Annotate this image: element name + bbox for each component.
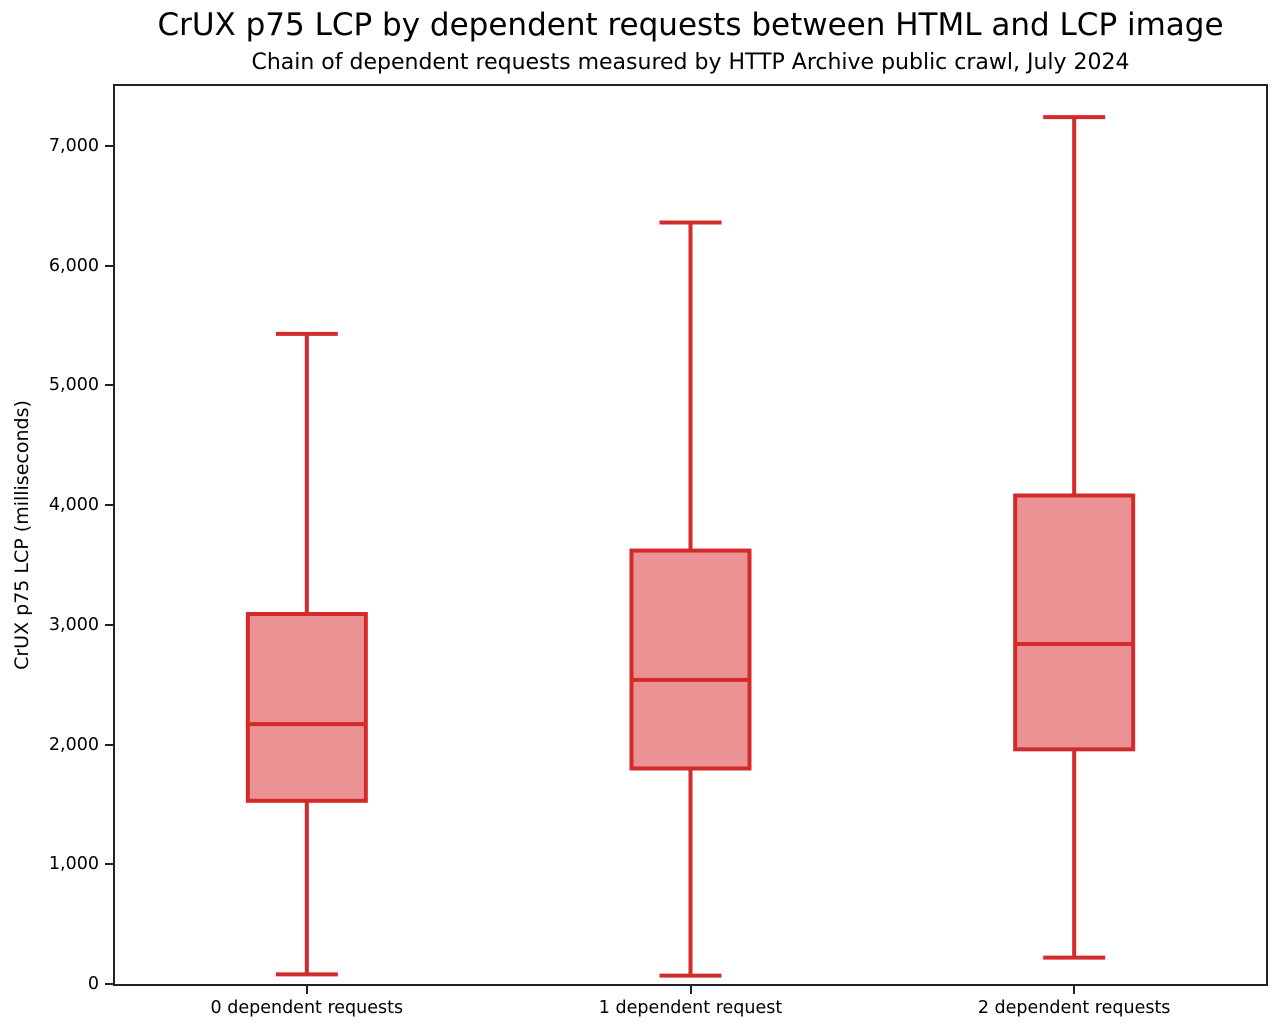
y-tick-mark [105,384,113,387]
y-tick-mark [105,863,113,866]
iqr-box [245,612,368,803]
x-tick-label: 2 dependent requests [977,998,1171,1018]
x-tick-mark [305,986,308,994]
y-tick-mark [105,623,113,626]
y-tick-mark [105,504,113,507]
chart-subtitle: Chain of dependent requests measured by … [251,50,1130,75]
y-tick-label: 1,000 [48,854,99,875]
x-tick-mark [1073,986,1076,994]
box-plot-0 [245,331,368,977]
y-tick-label: 2,000 [48,734,99,755]
box-plot-2 [1013,115,1136,960]
box-plot-1 [629,220,752,978]
y-axis-label: CrUX p75 LCP (milliseconds) [11,400,33,670]
y-tick-label: 0 [87,974,99,994]
y-tick-mark [105,264,113,267]
x-tick-label: 0 dependent requests [210,998,404,1018]
y-tick-label: 5,000 [48,375,99,396]
y-tick-label: 7,000 [48,135,99,156]
x-tick-mark [689,986,692,994]
plot-area [113,84,1268,986]
y-tick-mark [105,983,113,985]
iqr-box [1013,493,1136,752]
y-tick-mark [105,743,113,746]
y-tick-mark [105,144,113,147]
y-tick-label: 6,000 [48,255,99,276]
boxplot-svg [245,115,1136,978]
x-tick-label: 1 dependent request [598,998,783,1018]
iqr-box [629,548,752,771]
chart-title: CrUX p75 LCP by dependent requests betwe… [157,7,1224,43]
